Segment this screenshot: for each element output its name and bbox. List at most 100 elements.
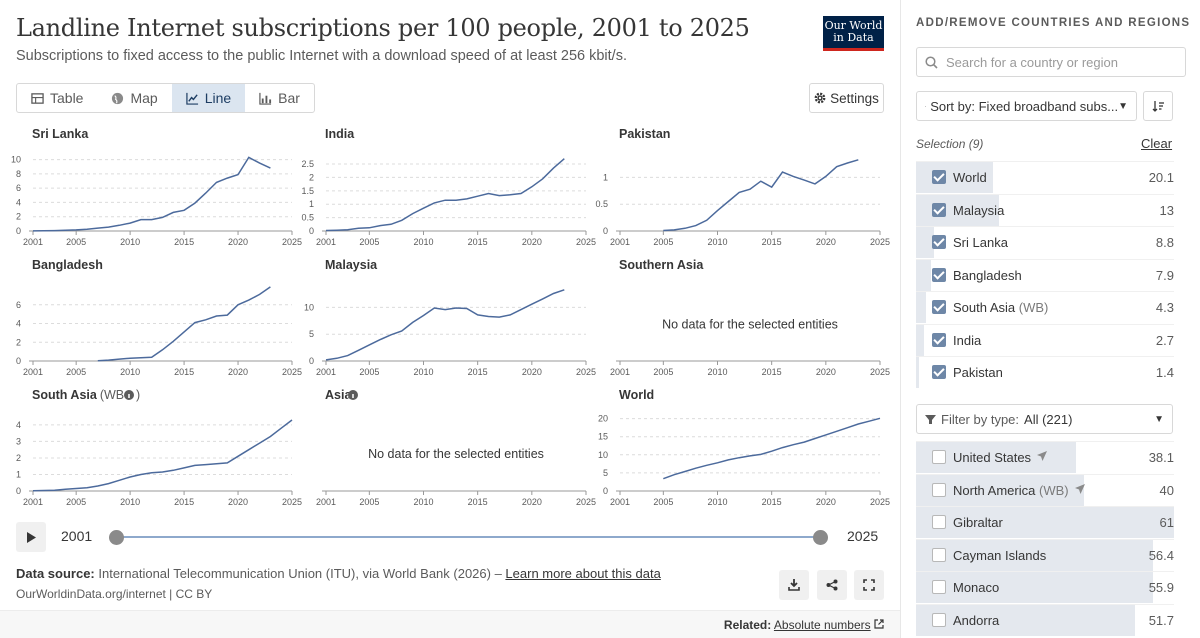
value-bar: [916, 324, 924, 356]
entity-row[interactable]: Sri Lanka 8.8: [916, 226, 1174, 258]
tab-bar-label: Bar: [278, 90, 300, 106]
related-link[interactable]: Absolute numbers: [773, 618, 871, 632]
x-tick-label: 2005: [66, 237, 86, 247]
chart-tab-bar: Table Map Line Bar: [16, 83, 315, 113]
entity-qualifier: (WB): [1039, 482, 1069, 498]
value-bar: [916, 572, 1154, 603]
entity-checkbox[interactable]: [932, 450, 946, 464]
fullscreen-icon: [863, 579, 875, 591]
x-tick-label: 2010: [707, 367, 727, 377]
entity-checkbox[interactable]: [932, 365, 946, 379]
entity-checkbox[interactable]: [932, 547, 946, 562]
y-tick-label: 20: [598, 414, 608, 424]
value-bar: [916, 539, 1154, 571]
entity-value: 56.4: [1148, 547, 1174, 563]
entity-name-text: Bangladesh: [953, 267, 1022, 283]
entity-checkbox[interactable]: [932, 170, 946, 184]
search-box[interactable]: [916, 47, 1186, 77]
entity-name: South Asia (WB): [953, 300, 1048, 315]
entity-checkbox[interactable]: [932, 580, 946, 594]
entity-row[interactable]: Andorra 51.7: [916, 603, 1174, 636]
entity-row[interactable]: Malaysia 13: [916, 193, 1174, 226]
entity-checkbox[interactable]: [932, 482, 946, 497]
entity-row[interactable]: World 20.1: [916, 161, 1174, 193]
entity-row[interactable]: Gibraltar 61: [916, 506, 1174, 538]
entity-row[interactable]: South Asia (WB) 4.3: [916, 291, 1174, 323]
tab-bar[interactable]: Bar: [245, 84, 314, 112]
entity-name: Andorra: [953, 613, 999, 628]
tab-table-label: Table: [50, 90, 84, 106]
entity-value: 20.1: [1148, 170, 1174, 185]
timeline-track[interactable]: [116, 536, 821, 538]
entity-row[interactable]: United States 38.1: [916, 441, 1174, 473]
play-button[interactable]: [16, 522, 46, 552]
timeline: 2001 2025: [16, 522, 884, 552]
x-tick-label: 2015: [174, 237, 194, 247]
x-tick-label: 2001: [316, 367, 336, 377]
x-tick-label: 2025: [870, 367, 890, 377]
entity-row[interactable]: Bangladesh 7.9: [916, 258, 1174, 291]
logo-line-1: Our World: [824, 19, 883, 32]
learn-more-link[interactable]: Learn more about this data: [505, 566, 661, 581]
x-tick-label: 2005: [359, 367, 379, 377]
panel-title-text: Pakistan: [619, 127, 670, 141]
x-tick-label: 2005: [66, 367, 86, 377]
entity-checkbox[interactable]: [932, 267, 946, 282]
globe-icon: [112, 92, 124, 104]
entity-name: Pakistan: [953, 365, 1003, 380]
entity-checkbox[interactable]: [932, 332, 946, 347]
source-label: Data source:: [16, 566, 95, 581]
share-button[interactable]: [817, 570, 847, 600]
external-link-icon: [874, 619, 884, 629]
entity-row[interactable]: Monaco 55.9: [916, 571, 1174, 603]
sort-order-button[interactable]: [1143, 91, 1173, 121]
entity-row[interactable]: India 2.7: [916, 323, 1174, 356]
x-tick-label: 2010: [120, 367, 140, 377]
entity-name-text: North America: [953, 482, 1036, 498]
entity-checkbox[interactable]: [932, 235, 946, 249]
chart-panel: Landline Internet subscriptions per 100 …: [0, 14, 900, 632]
entity-value: 40: [1159, 482, 1174, 498]
entity-name-text: Malaysia: [953, 202, 1005, 218]
no-data-message: No data for the selected entities: [662, 318, 838, 332]
filter-type-dropdown[interactable]: Filter by type: All (221) ▼: [916, 404, 1173, 434]
x-tick-label: 2015: [468, 237, 488, 247]
y-tick-label: 2: [16, 337, 21, 347]
owid-logo[interactable]: Our World in Data: [823, 16, 884, 51]
x-tick-label: 2020: [522, 367, 542, 377]
timeline-start-handle[interactable]: [109, 530, 124, 545]
timeline-end-handle[interactable]: [813, 530, 828, 545]
panel-title-text: Southern Asia: [619, 258, 704, 272]
entity-name-text: Gibraltar: [953, 515, 1003, 530]
series-line: [32, 156, 271, 232]
download-button[interactable]: [779, 570, 809, 600]
x-tick-label: 2005: [653, 237, 673, 247]
y-tick-label: 1.5: [301, 186, 314, 196]
entity-checkbox[interactable]: [932, 202, 946, 217]
x-tick-label: 2010: [120, 237, 140, 247]
entity-name-text: Andorra: [953, 612, 1000, 628]
entity-row[interactable]: Cayman Islands 56.4: [916, 538, 1174, 571]
value-bar: [916, 259, 932, 291]
entity-checkbox[interactable]: [932, 612, 946, 627]
entity-name: World: [953, 170, 987, 185]
tab-map[interactable]: Map: [97, 84, 171, 112]
entity-row[interactable]: North America (WB) 40: [916, 473, 1174, 506]
y-tick-label: 0: [16, 226, 21, 236]
clear-selection-link[interactable]: Clear: [1141, 136, 1173, 151]
fullscreen-button[interactable]: [854, 570, 884, 600]
tab-line[interactable]: Line: [171, 84, 246, 112]
x-tick-label: 2015: [174, 367, 194, 377]
value-bar: [916, 357, 919, 388]
sort-dropdown[interactable]: Sort by: Fixed broadband subs... ▼: [916, 91, 1137, 121]
filter-icon: [925, 414, 936, 424]
entity-checkbox[interactable]: [932, 515, 946, 529]
entity-row[interactable]: Pakistan 1.4: [916, 356, 1174, 388]
settings-button[interactable]: Settings: [809, 83, 884, 113]
panel-title: South Asia (WB: [32, 388, 124, 402]
x-tick-label: 2020: [816, 497, 836, 507]
entity-checkbox[interactable]: [932, 300, 946, 314]
search-input[interactable]: [946, 54, 1166, 70]
panel-title-text: World: [619, 388, 654, 402]
tab-table[interactable]: Table: [17, 84, 97, 112]
